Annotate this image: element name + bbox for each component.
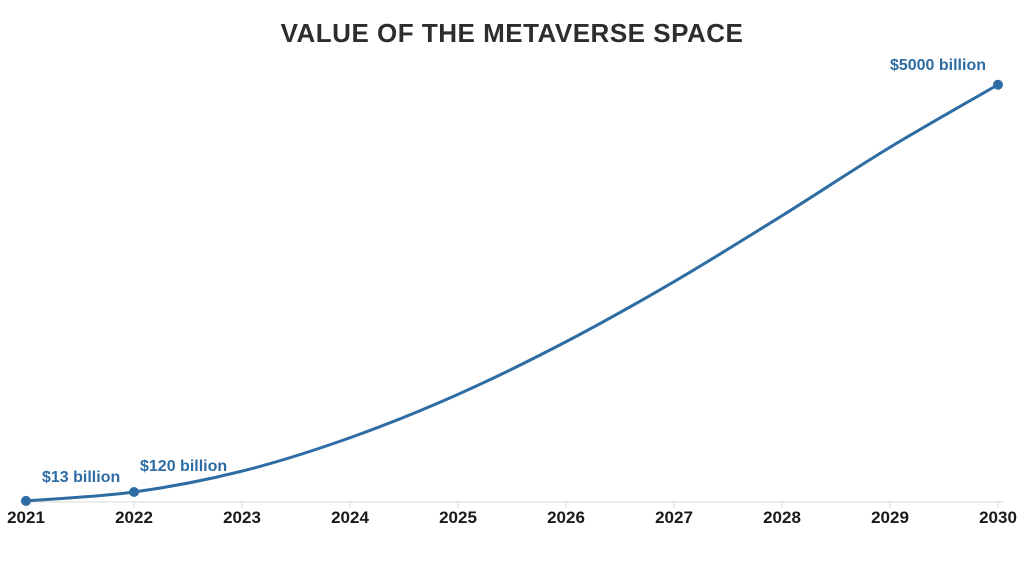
chart-title: VALUE OF THE METAVERSE SPACE xyxy=(0,18,1024,49)
x-tick-label: 2029 xyxy=(871,508,909,528)
x-tick-label: 2028 xyxy=(763,508,801,528)
x-tick-label: 2030 xyxy=(979,508,1017,528)
x-tick-label: 2023 xyxy=(223,508,261,528)
data-point-marker xyxy=(130,487,139,496)
chart-container: VALUE OF THE METAVERSE SPACE $13 billion… xyxy=(0,0,1024,576)
x-tick-label: 2027 xyxy=(655,508,693,528)
series-line xyxy=(26,85,998,501)
data-point-label: $120 billion xyxy=(140,458,227,476)
x-tick-label: 2026 xyxy=(547,508,585,528)
x-tick-label: 2022 xyxy=(115,508,153,528)
data-point-marker xyxy=(994,80,1003,89)
x-tick-label: 2025 xyxy=(439,508,477,528)
data-point-label: $13 billion xyxy=(42,469,120,487)
data-point-label: $5000 billion xyxy=(890,57,986,75)
x-tick-label: 2024 xyxy=(331,508,369,528)
data-point-marker xyxy=(22,496,31,505)
x-tick-label: 2021 xyxy=(7,508,45,528)
